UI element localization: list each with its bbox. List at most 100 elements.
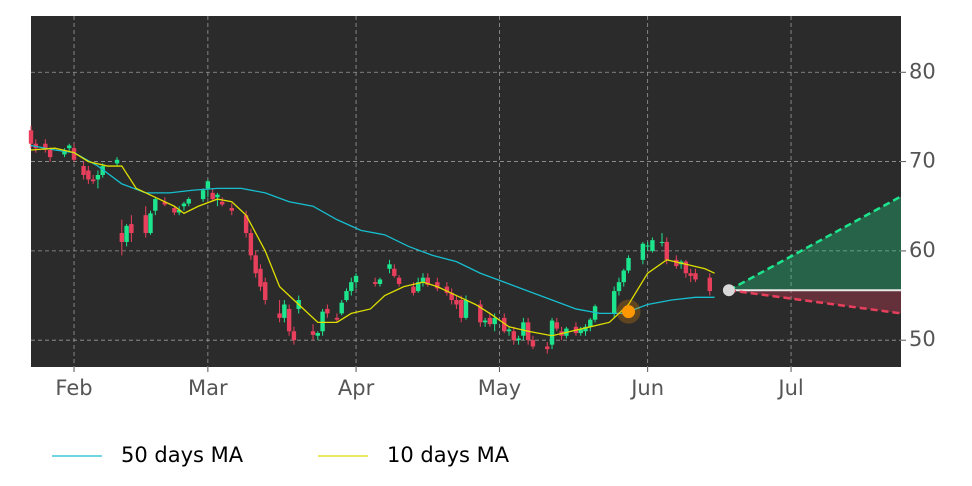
legend-label: 50 days MA	[121, 443, 244, 467]
candle-body	[425, 277, 430, 285]
candle-body	[502, 317, 507, 332]
x-tick-label: May	[478, 376, 521, 400]
signal-marker	[622, 305, 636, 319]
x-tick-label: Apr	[338, 376, 375, 400]
candle-body	[353, 275, 359, 283]
candle-body	[454, 300, 459, 305]
candle-body	[220, 201, 225, 205]
candle-body	[674, 259, 679, 267]
candle-body	[621, 270, 626, 283]
candle-body	[688, 273, 693, 276]
candle-body	[282, 304, 287, 318]
candle-body	[372, 282, 378, 284]
x-tick-label: Jul	[776, 376, 803, 400]
candle-body	[463, 300, 469, 318]
candle-body	[588, 319, 593, 327]
x-tick-label: Jun	[629, 376, 664, 400]
candle-body	[664, 241, 669, 260]
candle-body	[286, 308, 292, 332]
candle-body	[258, 268, 263, 287]
candle-body	[81, 166, 86, 175]
candle-body	[243, 215, 249, 234]
candle-body	[320, 311, 325, 332]
candle-body	[334, 317, 340, 320]
y-tick-label: 80	[909, 59, 936, 83]
candle-body	[86, 170, 91, 180]
candle-body	[583, 326, 588, 332]
candle-body	[291, 331, 297, 341]
candle-body	[124, 225, 129, 242]
x-tick-label: Mar	[188, 376, 228, 400]
candle-body	[248, 233, 254, 256]
candle-body	[71, 148, 77, 160]
candle-body	[339, 302, 344, 314]
candle-body	[545, 346, 550, 350]
candle-body	[153, 199, 158, 211]
candle-body	[530, 340, 536, 347]
ma-line	[30, 147, 715, 337]
candle-body	[444, 286, 450, 293]
candle-body	[683, 261, 689, 274]
candle-body	[176, 209, 182, 213]
candle-body	[344, 291, 349, 301]
candle-body	[392, 268, 397, 276]
candle-body	[449, 292, 454, 301]
forecast-down-area	[728, 290, 901, 314]
y-tick-label: 50	[909, 327, 936, 351]
candle-body	[616, 282, 622, 292]
candle-body	[521, 322, 526, 336]
candle-body	[143, 215, 148, 234]
candle-body	[47, 149, 53, 158]
candle-body	[129, 224, 134, 234]
candle-body	[478, 304, 483, 323]
candle-body	[315, 333, 321, 336]
candle-body	[186, 199, 191, 204]
candle-body	[650, 240, 655, 251]
candle-body	[119, 233, 125, 242]
candle-body	[506, 329, 512, 332]
candle-body	[310, 331, 316, 335]
candle-body	[611, 291, 617, 314]
candle-body	[172, 208, 177, 213]
y-tick-label: 60	[909, 238, 936, 262]
candle-body	[210, 192, 215, 200]
candle-body	[554, 322, 560, 329]
candle-body	[578, 329, 583, 334]
candle-body	[487, 317, 493, 325]
candle-body	[263, 282, 268, 301]
candle-body	[626, 258, 631, 271]
candle-body	[349, 282, 354, 292]
candle-body	[435, 282, 440, 289]
x-tick-label: Feb	[55, 376, 92, 400]
candle-body	[420, 277, 426, 283]
candle-body	[415, 282, 421, 292]
candle-body	[511, 331, 517, 341]
candle-body	[411, 286, 416, 293]
candle-body	[387, 264, 392, 269]
candle-body	[707, 277, 712, 292]
legend-label: 10 days MA	[387, 443, 510, 467]
candle-body	[659, 241, 665, 243]
candle-body	[215, 194, 220, 198]
candle-body	[43, 143, 48, 150]
candle-body	[62, 150, 67, 155]
candle-body	[377, 279, 383, 284]
y-tick-label: 70	[909, 149, 936, 173]
candle-body	[90, 179, 96, 182]
candle-body	[162, 201, 168, 205]
candle-body	[200, 190, 206, 200]
candle-body	[277, 313, 282, 318]
candle-body	[640, 243, 646, 260]
candle-body	[205, 181, 211, 189]
candle-body	[549, 320, 555, 345]
candle-body	[100, 166, 105, 175]
candle-body	[645, 245, 650, 247]
candle-body	[482, 320, 488, 323]
candle-body	[516, 338, 521, 341]
candle-body	[181, 203, 187, 207]
candle-body	[693, 273, 698, 280]
forecast-lower	[728, 288, 902, 315]
candle-body	[114, 159, 120, 164]
candle-body	[28, 130, 34, 144]
